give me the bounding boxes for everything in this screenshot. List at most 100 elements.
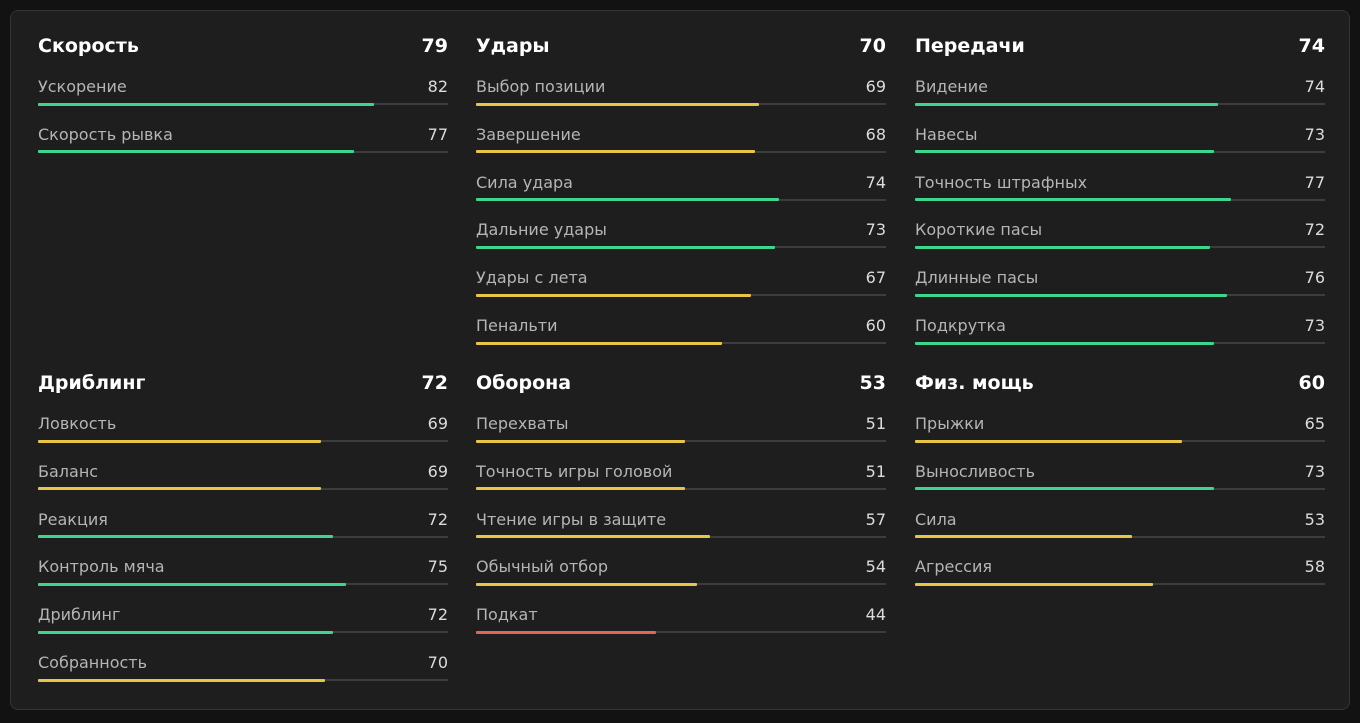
stat-value: 73 — [1304, 461, 1325, 481]
stat-bar — [476, 293, 751, 297]
stat-bar — [38, 582, 346, 586]
group-value: 74 — [1298, 35, 1325, 57]
stat-value: 77 — [1304, 172, 1325, 192]
stat-label: Агрессия — [915, 557, 992, 577]
stat-track — [915, 245, 1325, 249]
stat-value: 73 — [1304, 124, 1325, 144]
group-title: Удары — [476, 35, 550, 57]
stat-bar — [915, 487, 1215, 491]
stat-value: 54 — [865, 557, 886, 577]
stat-bar — [476, 582, 698, 586]
stat-track — [476, 198, 886, 202]
stat-track — [915, 293, 1325, 297]
stat-label: Сила удара — [476, 172, 573, 192]
stat-value: 70 — [427, 653, 448, 672]
stat-label: Скорость рывка — [38, 124, 173, 144]
stat-bar — [915, 582, 1153, 586]
group-title: Физ. мощь — [915, 372, 1034, 394]
stat-value: 53 — [1304, 509, 1325, 529]
group-value: 60 — [1298, 372, 1325, 394]
stat-value: 69 — [865, 77, 886, 96]
stat-value: 77 — [427, 124, 448, 144]
stat-value: 72 — [1304, 220, 1325, 240]
stat-bar — [38, 439, 321, 443]
stat-value: 72 — [427, 509, 448, 529]
stat-label: Дриблинг — [38, 605, 121, 625]
stat-bar — [476, 630, 657, 634]
stat-bar — [915, 150, 1215, 154]
stat-value: 76 — [1304, 268, 1325, 288]
stat-label: Удары с лета — [476, 268, 588, 288]
stat-value: 68 — [865, 124, 886, 144]
stat-bar — [915, 535, 1133, 539]
group-title: Передачи — [915, 35, 1025, 57]
stat-label: Чтение игры в защите — [476, 509, 667, 529]
stat-track — [915, 487, 1325, 491]
stat-bar — [476, 439, 686, 443]
stat-label: Перехваты — [476, 414, 569, 433]
stat-value: 58 — [1304, 557, 1325, 577]
group-value: 70 — [859, 35, 886, 57]
stat-label: Ускорение — [38, 77, 127, 96]
stat-bar — [476, 102, 759, 106]
group-title: Оборона — [476, 372, 572, 394]
stat-bar — [38, 150, 354, 154]
stat-value: 73 — [865, 220, 886, 240]
stat-track — [915, 150, 1325, 154]
stat-label: Длинные пасы — [915, 268, 1039, 288]
stats-panel: Скорость 79 Ускорение 82 Скорость рывка 77 Уда… — [10, 10, 1350, 710]
stat-track — [915, 198, 1325, 202]
stat-value: 67 — [865, 268, 886, 288]
stat-track — [476, 582, 886, 586]
stat-track — [38, 102, 448, 106]
stat-bar — [915, 102, 1219, 106]
stat-label: Сила — [915, 509, 957, 529]
stat-bar — [915, 341, 1215, 345]
stat-track — [476, 341, 886, 345]
stat-value: 74 — [1304, 77, 1325, 96]
stat-label: Дальние удары — [476, 220, 607, 240]
stat-label: Подкрутка — [915, 316, 1006, 335]
stat-track — [476, 439, 886, 443]
stat-value: 72 — [427, 605, 448, 625]
stat-label: Прыжки — [915, 414, 985, 433]
stat-label: Пенальти — [476, 316, 558, 335]
stat-value: 57 — [865, 509, 886, 529]
stat-label: Точность штрафных — [915, 172, 1088, 192]
stat-track — [38, 487, 448, 491]
stat-label: Видение — [915, 77, 988, 96]
stat-bar — [915, 439, 1182, 443]
stat-track — [38, 535, 448, 539]
stat-label: Реакция — [38, 509, 108, 529]
stat-bar — [38, 487, 321, 491]
stat-label: Выбор позиции — [476, 77, 606, 96]
stat-value: 75 — [427, 557, 448, 577]
stat-value: 69 — [427, 461, 448, 481]
stat-track — [915, 102, 1325, 106]
stat-track — [915, 341, 1325, 345]
stat-value: 51 — [865, 461, 886, 481]
stat-value: 44 — [865, 605, 886, 625]
stat-value: 51 — [865, 414, 886, 433]
stat-bar — [38, 102, 375, 106]
group-title: Скорость — [38, 35, 139, 57]
stat-track — [476, 102, 886, 106]
stat-value: 69 — [427, 414, 448, 433]
stat-value: 82 — [427, 77, 448, 96]
stat-bar — [38, 535, 334, 539]
stat-label: Подкат — [476, 605, 538, 625]
stat-track — [915, 582, 1325, 586]
stat-label: Собранность — [38, 653, 148, 672]
stat-track — [476, 245, 886, 249]
stat-bar — [476, 487, 686, 491]
stat-value: 65 — [1304, 414, 1325, 433]
group-value: 72 — [421, 372, 448, 394]
group-value: 79 — [421, 35, 448, 57]
stat-label: Точность игры головой — [476, 461, 673, 481]
stat-value: 60 — [865, 316, 886, 335]
stat-track — [38, 439, 448, 443]
stat-label: Контроль мяча — [38, 557, 165, 577]
stat-bar — [476, 198, 780, 202]
stat-value: 73 — [1304, 316, 1325, 335]
